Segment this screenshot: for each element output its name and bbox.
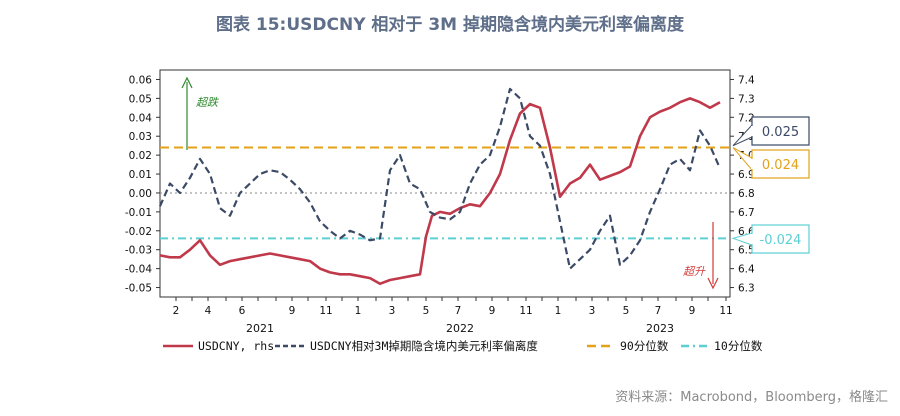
y-left-tick-label: -0.01 [125, 207, 152, 219]
y-right-tick-label: 7.4 [738, 74, 755, 86]
callout-joint [751, 159, 754, 169]
x-tick-label: 7 [655, 305, 662, 317]
plot-frame [159, 69, 731, 298]
y-left-tick-label: -0.04 [125, 264, 152, 276]
callout-joint [751, 126, 754, 136]
y-left-tick-label: -0.02 [125, 226, 152, 238]
callout-box [751, 116, 810, 146]
y-left-tick-label: 0.00 [129, 188, 152, 200]
callout-label: 0.025 [762, 125, 799, 140]
year-labels: 2021 2022 2023 [246, 322, 674, 335]
x-tick-label: 11 [319, 305, 332, 317]
legend: USDCNY, rhs USDCNY相对3M掉期隐含境内美元利率偏离度 90分位数 1… [163, 339, 763, 353]
x-tick-label: 7 [455, 305, 462, 317]
x-tick-label: 5 [623, 305, 630, 317]
x-tick-label: 5 [423, 305, 430, 317]
x-tick-label: 2 [173, 305, 180, 317]
x-tick-label: 3 [389, 305, 396, 317]
y-left-tick-label: 0.02 [129, 150, 152, 162]
legend-label-2: 90分位数 [620, 339, 669, 353]
series-lines [158, 87, 722, 286]
y-left-tick-label: 0.05 [129, 93, 152, 105]
x-axis: 2 4 6 9 11 1 3 5 7 9 11 1 3 5 7 9 11 [173, 297, 733, 317]
y-left-tick-label: 0.01 [129, 169, 152, 181]
y-right-tick-label: 6.3 [738, 283, 755, 295]
x-tick-label: 11 [719, 305, 732, 317]
y-left-tick-label: 0.03 [129, 131, 152, 143]
source-note: 资料来源：Macrobond，Bloomberg，格隆汇 [615, 390, 888, 405]
y-right-tick-label: 6.7 [738, 207, 755, 219]
callouts: 0.025 0.024 -0.024 [731, 116, 810, 254]
x-tick-label: 11 [519, 305, 532, 317]
y-left-tick-label: -0.03 [125, 245, 152, 257]
callout-box [751, 149, 810, 179]
year-label: 2023 [646, 322, 674, 335]
x-tick-label: 6 [239, 305, 246, 317]
legend-label-1: USDCNY相对3M掉期隐含境内美元利率偏离度 [310, 339, 538, 353]
y-right-tick-label: 7.2 [738, 112, 755, 124]
legend-label-3: 10分位数 [714, 339, 763, 353]
oversold-annotation: 超跌 [196, 96, 220, 109]
up-arrow-head [181, 76, 193, 89]
y-right-tick-label: 6.8 [738, 188, 755, 200]
x-tick-label: 3 [589, 305, 596, 317]
overbought-annotation: 超升 [683, 265, 706, 278]
percentile-lines [160, 146, 730, 240]
year-label: 2022 [446, 322, 474, 335]
x-tick-label: 9 [289, 305, 296, 317]
chart-title: 图表 15:USDCNY 相对于 3M 掉期隐含境内美元利率偏离度 [215, 15, 685, 35]
series-line-1 [158, 87, 722, 270]
y-right-tick-label: 6.4 [738, 264, 755, 276]
series-line-0 [159, 97, 721, 286]
y-left-tick-label: -0.05 [125, 283, 152, 295]
x-tick-label: 4 [205, 305, 212, 317]
callout-label: 0.024 [762, 158, 799, 173]
x-tick-label: 9 [689, 305, 696, 317]
y-left-axis: 0.06 0.05 0.04 0.03 0.02 0.01 0.00 -0.01 -0.02 -0… [125, 74, 160, 295]
y-right-tick-label: 6.5 [738, 245, 755, 257]
callout-joint [751, 234, 754, 244]
year-label: 2021 [246, 322, 274, 335]
y-left-tick-label: 0.06 [129, 74, 153, 86]
x-tick-label: 9 [489, 305, 496, 317]
y-right-axis: 7.47.37.27.17.06.96.86.76.66.56.46.3 [730, 74, 755, 295]
x-tick-label: 1 [555, 305, 562, 317]
x-tick-label: 1 [355, 305, 362, 317]
y-right-tick-label: 7.3 [738, 93, 755, 105]
y-right-tick-label: 6.9 [738, 169, 755, 181]
callout-label: -0.024 [760, 233, 802, 248]
legend-label-0: USDCNY, rhs [198, 339, 274, 353]
y-left-tick-label: 0.04 [129, 112, 153, 124]
down-arrow-head [707, 277, 719, 290]
